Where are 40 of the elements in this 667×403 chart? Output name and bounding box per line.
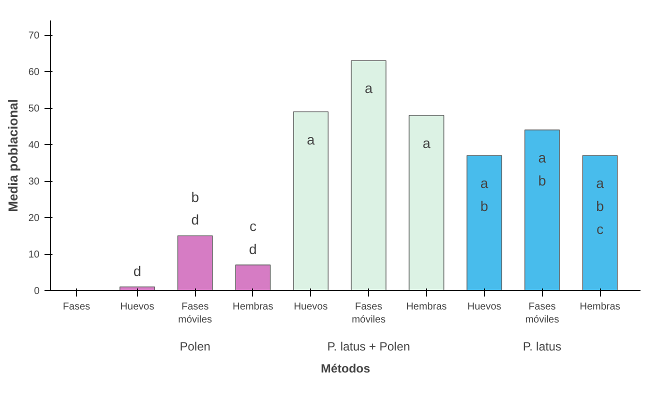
x-tick-label: Hembras	[232, 302, 274, 312]
y-tick-label: 20	[28, 213, 40, 224]
text: P. latus	[522, 340, 562, 354]
x-tick-label: Huevos	[467, 302, 502, 312]
x-tick-label: Fases móviles	[178, 302, 212, 326]
x-tick-label: Huevos	[294, 302, 328, 312]
data-label: a	[422, 134, 431, 151]
x-tick-label: Hembras	[580, 302, 620, 312]
bar	[350, 60, 386, 290]
bar	[524, 130, 560, 290]
data-label: b d	[191, 188, 200, 228]
x-axis-title: Métodos	[320, 362, 370, 376]
x-tick-label: Hembras	[406, 302, 447, 312]
bar	[177, 235, 213, 290]
data-label: a b c	[596, 175, 604, 237]
x-tick-label: Fases móviles	[525, 302, 560, 326]
data-label: c d	[249, 218, 257, 257]
bar	[466, 155, 502, 290]
y-tick-label: 70	[28, 30, 40, 42]
text: P. latus + Polen	[327, 340, 410, 354]
data-label: d	[133, 262, 142, 279]
data-label: a	[306, 131, 315, 148]
data-label: a	[364, 80, 373, 96]
text: Fases	[62, 302, 90, 312]
text: Polen	[180, 340, 210, 354]
data-label: a b	[538, 150, 546, 188]
y-tick-label: 0	[34, 286, 40, 297]
y-tick-label: 30	[28, 176, 40, 188]
data-label: a b	[480, 175, 488, 214]
bar	[582, 155, 618, 290]
y-tick-label: 50	[28, 104, 40, 115]
y-tick-label: 10	[28, 250, 40, 261]
bar	[408, 114, 444, 290]
x-tick-label: Fases móviles	[352, 302, 386, 326]
y-axis-title: Media poblacional	[5, 99, 20, 212]
y-tick-label: 60	[28, 67, 40, 78]
bar	[293, 111, 329, 290]
bar	[235, 264, 271, 290]
y-tick-label: 40	[28, 140, 40, 152]
x-tick-label: Huevos	[120, 302, 154, 312]
